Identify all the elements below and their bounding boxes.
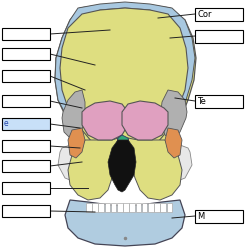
Bar — [111, 203, 116, 212]
Bar — [195, 95, 243, 108]
Bar — [2, 70, 50, 82]
Text: M: M — [197, 212, 204, 221]
Polygon shape — [60, 8, 188, 150]
Bar — [2, 28, 50, 40]
Bar — [2, 182, 50, 194]
Polygon shape — [168, 145, 192, 182]
Bar — [123, 203, 129, 212]
Text: e: e — [4, 120, 8, 128]
Bar — [136, 203, 141, 212]
Bar — [2, 160, 50, 172]
Polygon shape — [68, 138, 118, 200]
Bar — [2, 118, 50, 130]
Bar — [130, 203, 135, 212]
Text: Te: Te — [197, 97, 206, 106]
Bar — [148, 203, 154, 212]
Bar — [117, 203, 122, 212]
Bar — [2, 140, 50, 152]
Bar — [86, 203, 92, 212]
Bar — [104, 203, 110, 212]
Polygon shape — [58, 145, 82, 182]
Bar — [195, 30, 243, 43]
Polygon shape — [55, 4, 196, 155]
Text: Cor: Cor — [197, 10, 212, 19]
Polygon shape — [62, 90, 85, 140]
Polygon shape — [65, 200, 185, 246]
Bar — [142, 203, 147, 212]
Polygon shape — [55, 2, 195, 118]
Polygon shape — [128, 138, 182, 200]
Bar — [154, 203, 160, 212]
Polygon shape — [165, 128, 182, 158]
Polygon shape — [122, 101, 168, 140]
Polygon shape — [68, 128, 85, 158]
Bar — [98, 203, 104, 212]
Bar — [160, 203, 166, 212]
Bar — [195, 8, 243, 21]
Bar — [92, 203, 98, 212]
Bar — [166, 203, 172, 212]
Polygon shape — [116, 135, 130, 162]
Polygon shape — [160, 90, 187, 140]
Bar — [2, 48, 50, 60]
Polygon shape — [82, 101, 128, 140]
Bar — [2, 95, 50, 107]
Bar — [195, 210, 243, 223]
Bar — [2, 205, 50, 217]
Polygon shape — [108, 140, 136, 192]
